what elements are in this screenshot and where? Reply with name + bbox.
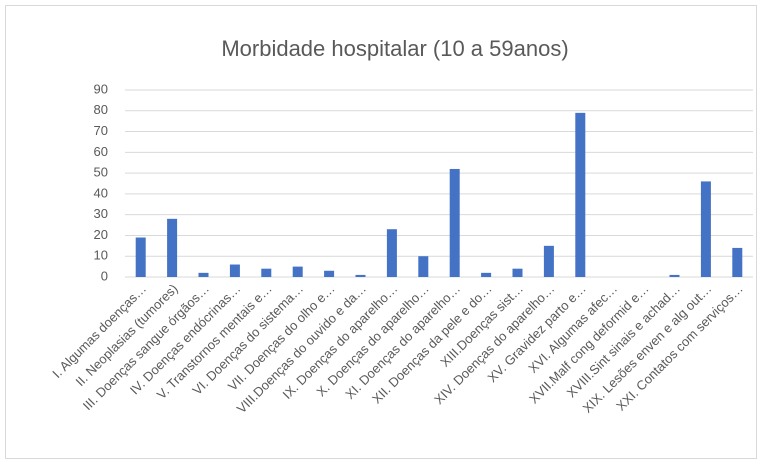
y-tick-label: 90 (94, 81, 108, 96)
bar (512, 268, 523, 277)
y-tick-label: 50 (94, 165, 108, 180)
y-tick-label: 0 (101, 268, 108, 283)
bar (324, 270, 335, 277)
bar (135, 237, 146, 277)
bar (198, 272, 209, 277)
bar (449, 168, 460, 277)
bar (355, 274, 366, 277)
bar (700, 181, 711, 277)
bar (575, 112, 586, 277)
chart-border (5, 5, 757, 459)
y-tick-label: 10 (94, 248, 108, 263)
y-tick-label: 30 (94, 206, 108, 221)
y-tick-label: 80 (94, 102, 108, 117)
y-tick-label: 60 (94, 144, 108, 159)
bar (418, 256, 429, 277)
bar (292, 266, 303, 277)
y-tick-label: 20 (94, 227, 108, 242)
y-tick-label: 70 (94, 123, 108, 138)
y-tick-label: 40 (94, 185, 108, 200)
bar (481, 272, 492, 277)
bar (229, 264, 240, 277)
bar (386, 229, 397, 277)
bar (543, 245, 554, 277)
bar (732, 247, 743, 277)
bar (669, 274, 680, 277)
chart-title: Morbidade hospitalar (10 a 59anos) (221, 36, 568, 61)
bar (167, 218, 178, 277)
bar (261, 268, 272, 277)
